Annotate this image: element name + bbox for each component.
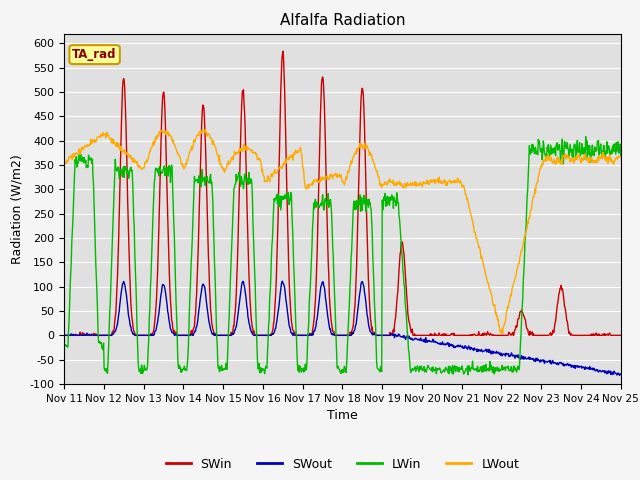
SWin (60, 333, 68, 338)
X-axis label: Time: Time (327, 409, 358, 422)
Legend: SWin, SWout, LWin, LWout: SWin, SWout, LWin, LWout (161, 453, 524, 476)
LWin (464, 372, 472, 378)
Line: LWin: LWin (64, 137, 621, 375)
LWout (202, 126, 209, 132)
SWout (286, 324, 294, 330)
Line: LWout: LWout (64, 129, 621, 334)
LWout (117, 144, 125, 149)
SWout (278, 278, 286, 284)
LWin (305, 300, 313, 306)
Title: Alfalfa Radiation: Alfalfa Radiation (280, 13, 405, 28)
SWout (616, 372, 623, 378)
SWin (117, 142, 125, 147)
LWout (495, 323, 502, 329)
LWout (499, 331, 506, 336)
LWin (617, 153, 625, 159)
SWin (505, 329, 513, 335)
LWin (117, 168, 125, 173)
LWin (442, 367, 450, 372)
LWin (582, 134, 589, 140)
LWin (505, 368, 513, 373)
LWout (286, 154, 294, 160)
SWin (495, 333, 502, 338)
LWout (60, 160, 68, 166)
LWout (306, 182, 314, 188)
Text: TA_rad: TA_rad (72, 48, 117, 61)
SWin (443, 333, 451, 338)
SWin (306, 331, 314, 336)
SWin (286, 291, 294, 297)
SWout (505, 353, 513, 359)
SWout (306, 331, 314, 337)
SWin (617, 333, 625, 338)
SWout (617, 371, 625, 377)
Y-axis label: Radiation (W/m2): Radiation (W/m2) (11, 154, 24, 264)
SWout (60, 333, 68, 338)
Line: SWin: SWin (64, 51, 621, 336)
Line: SWout: SWout (64, 281, 621, 375)
LWin (285, 202, 293, 207)
SWout (495, 349, 502, 355)
LWin (60, 349, 68, 355)
LWout (617, 155, 625, 160)
LWout (443, 182, 451, 188)
SWin (279, 48, 287, 54)
SWout (443, 340, 451, 346)
SWout (117, 293, 125, 299)
LWin (495, 366, 502, 372)
LWout (506, 299, 513, 305)
